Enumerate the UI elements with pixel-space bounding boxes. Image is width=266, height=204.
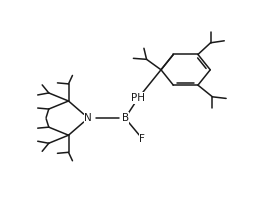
Text: B: B (122, 113, 129, 123)
Text: PH: PH (131, 93, 145, 103)
Text: F: F (139, 134, 145, 144)
Text: N: N (84, 113, 92, 123)
